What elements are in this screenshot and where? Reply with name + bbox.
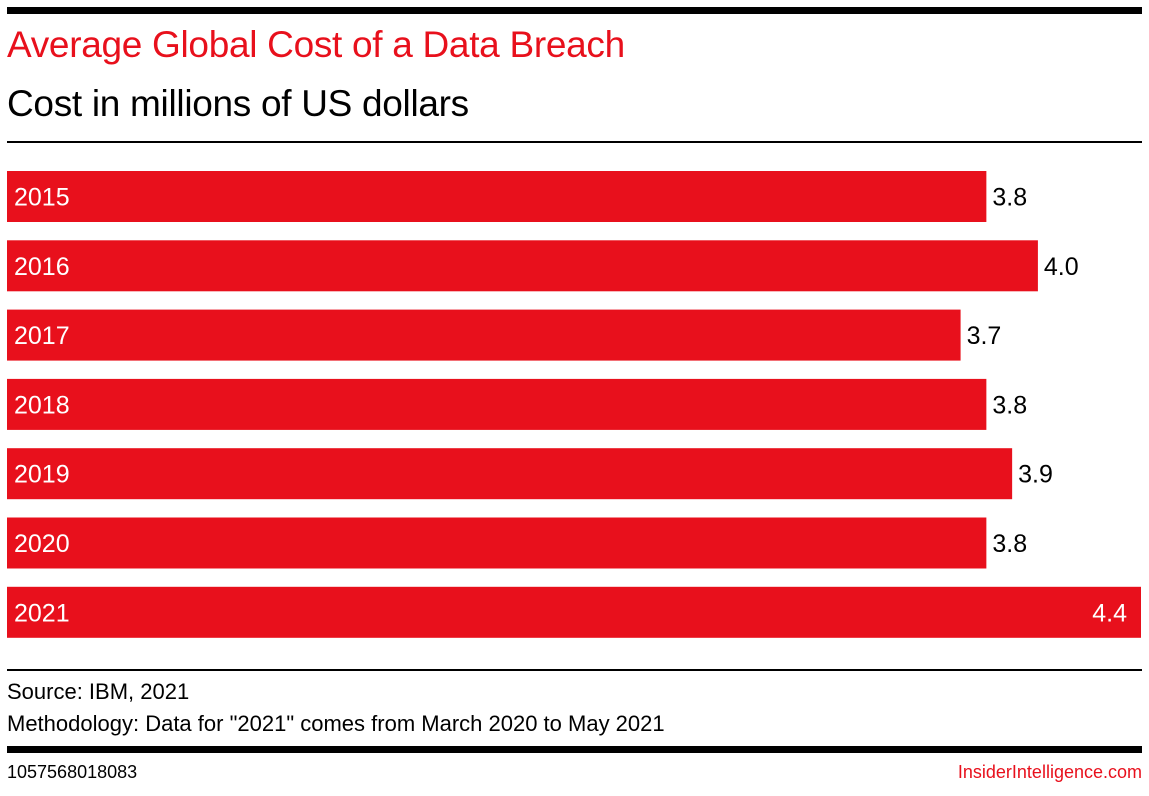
bar-group-2021: 2021 4.4 [7,586,1141,638]
value-label: 3.9 [1018,461,1053,489]
top-rule [7,7,1142,14]
category-label: 2019 [14,461,70,489]
bar-group-2019: 2019 3.9 [7,448,1053,500]
category-label: 2016 [14,253,70,281]
footer-divider [7,669,1142,671]
bar-2016 [7,240,1038,292]
bar-group-2016: 2016 4.0 [7,240,1079,292]
bar-2021 [7,586,1141,638]
source-note: Source: IBM, 2021 [7,679,190,704]
brand-link[interactable]: InsiderIntelligence.com [957,762,1142,782]
header-divider [7,141,1142,143]
value-label: 3.8 [992,391,1027,419]
category-label: 2021 [14,599,70,627]
category-label: 2018 [14,391,70,419]
bottom-rule [7,746,1142,753]
chart-subtitle: Cost in millions of US dollars [7,83,469,124]
bar-group-2017: 2017 3.7 [7,309,1002,361]
value-label: 3.8 [992,530,1027,558]
value-label: 4.4 [1092,599,1127,627]
methodology-note: Methodology: Data for "2021" comes from … [7,711,665,736]
category-label: 2017 [14,322,70,350]
value-label: 3.7 [967,322,1002,350]
bar-2015 [7,171,987,222]
bar-group-2018: 2018 3.8 [7,378,1027,430]
chart-title: Average Global Cost of a Data Breach [7,24,625,65]
bar-group-2020: 2020 3.8 [7,517,1027,569]
bar-2020 [7,517,987,569]
bar-2018 [7,378,987,430]
bar-2019 [7,448,1013,500]
value-label: 4.0 [1044,253,1079,281]
bar-2017 [7,309,961,361]
category-label: 2020 [14,530,70,558]
chart-id: 1057568018083 [7,762,138,782]
value-label: 3.8 [992,184,1027,212]
bar-group-2015: 2015 3.8 [7,171,1027,222]
category-label: 2015 [14,184,70,212]
bar-chart: 2015 3.8 2016 4.0 2017 3.7 2018 3.8 2019 3.9 2020 3… [7,171,1141,638]
